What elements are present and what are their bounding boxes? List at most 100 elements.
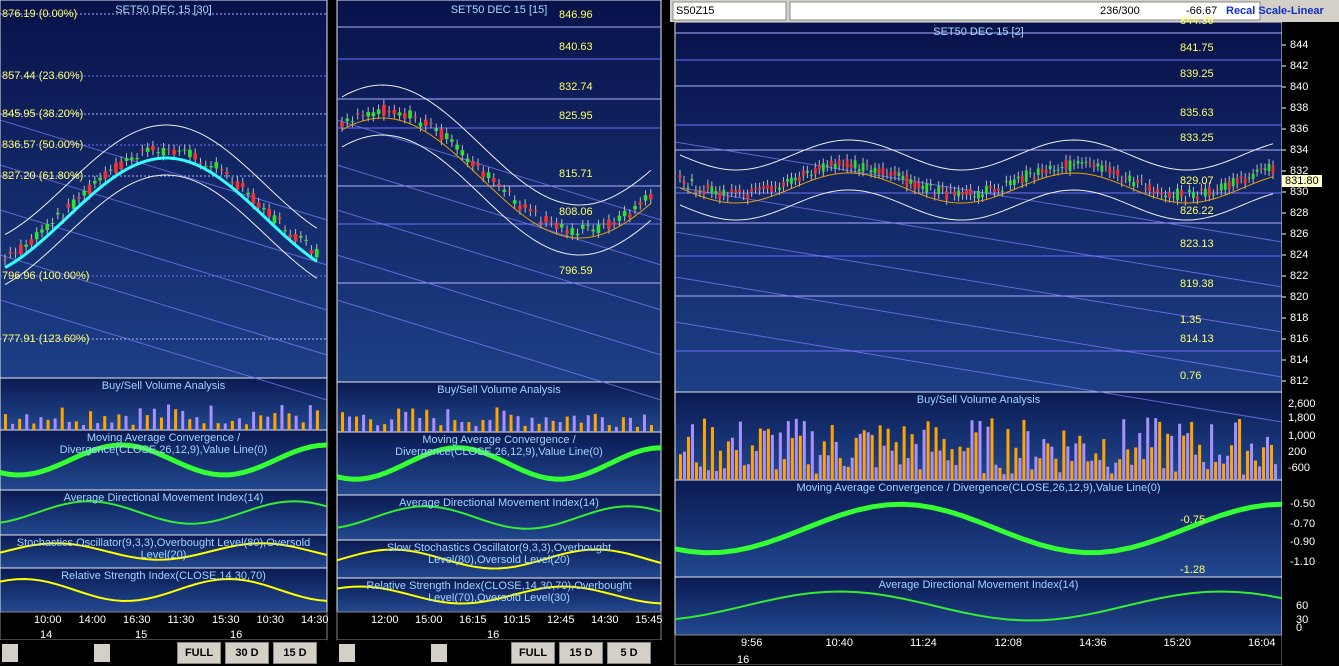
volume-bar xyxy=(1274,464,1278,480)
candle xyxy=(188,149,192,158)
volume-bar xyxy=(1154,418,1158,480)
timeframe-button[interactable]: FULL xyxy=(177,642,221,664)
volume-bar xyxy=(81,424,85,430)
volume-bar xyxy=(762,430,766,480)
candle xyxy=(706,184,710,189)
volume-bar xyxy=(998,467,1002,480)
candle xyxy=(953,191,957,196)
timeframe-button[interactable]: 30 D xyxy=(225,642,269,664)
volume-bar xyxy=(902,426,906,480)
candle xyxy=(512,200,517,204)
candle xyxy=(909,179,913,184)
symbol-select[interactable]: S50Z15 xyxy=(676,5,715,17)
macd-axis-label: -0.50 xyxy=(1290,498,1316,510)
candle xyxy=(798,176,801,182)
volume-bar xyxy=(730,437,734,480)
indicator-line xyxy=(336,585,662,605)
volume-bar xyxy=(922,429,926,480)
volume-bar xyxy=(237,418,241,430)
candle xyxy=(82,190,87,196)
level-label: 857.44 (23.60%) xyxy=(2,70,84,82)
candle xyxy=(77,197,81,199)
level-label: 815.71 xyxy=(559,168,593,180)
volume-bar xyxy=(1022,419,1026,480)
bar-counter: 236/300 xyxy=(1100,5,1140,17)
candle xyxy=(1100,165,1104,172)
volume-bar xyxy=(404,411,408,432)
timeframe-button[interactable]: 15 D xyxy=(559,642,603,664)
volume-bar xyxy=(1002,474,1006,480)
candle xyxy=(397,112,402,116)
price-tick-label: 824 xyxy=(1290,249,1309,261)
candle xyxy=(98,177,102,181)
level-label: 796.96 (100.00%) xyxy=(2,270,90,282)
volume-bar xyxy=(806,464,810,480)
volume-bar xyxy=(425,409,429,432)
time-label: 16:30 xyxy=(123,614,151,626)
volume-bar xyxy=(607,425,611,432)
candle xyxy=(114,162,118,173)
candle xyxy=(491,178,496,182)
candle xyxy=(766,184,769,189)
candle xyxy=(1120,180,1124,182)
time-label: 16:15 xyxy=(459,614,487,626)
candle xyxy=(1008,180,1012,186)
volume-bar xyxy=(910,434,914,480)
volume-bar xyxy=(383,424,387,432)
volume-bar xyxy=(1042,439,1046,480)
time-label: 16:04 xyxy=(1248,637,1276,649)
trend-line xyxy=(674,186,1283,288)
candle xyxy=(376,109,381,115)
candle xyxy=(1144,187,1148,189)
volume-bar xyxy=(1266,436,1270,480)
candle xyxy=(161,147,166,156)
volume-bar xyxy=(628,417,632,432)
timeframe-button[interactable]: 5 D xyxy=(607,642,651,664)
candle xyxy=(124,158,129,161)
level-label: 840.63 xyxy=(559,41,593,53)
candle xyxy=(235,181,240,190)
candle xyxy=(1140,179,1144,181)
volume-bar xyxy=(131,424,135,430)
candle xyxy=(929,184,933,186)
volume-bar xyxy=(946,460,950,480)
candle xyxy=(1239,176,1243,179)
candle xyxy=(648,194,653,200)
candle xyxy=(750,188,754,192)
candle xyxy=(140,149,145,151)
candle xyxy=(1012,179,1016,185)
candle xyxy=(1132,181,1136,187)
candle xyxy=(8,251,13,254)
candle xyxy=(1243,178,1247,184)
volume-axis-label: 1,000 xyxy=(1288,430,1316,442)
rescale-button[interactable]: Recal Scale-Linear xyxy=(1226,5,1324,17)
candle xyxy=(50,222,55,224)
candle xyxy=(240,182,245,188)
candle xyxy=(434,128,439,132)
candle xyxy=(829,160,833,167)
volume-bar xyxy=(96,423,100,430)
volume-bar xyxy=(110,422,114,430)
timeframe-button[interactable]: 15 D xyxy=(273,642,317,664)
time-label: 12:00 xyxy=(371,614,399,626)
volume-bar xyxy=(1098,460,1102,480)
date-label: 15 xyxy=(135,629,148,641)
price-tick-label: 820 xyxy=(1290,291,1309,303)
price-tick-label: 828 xyxy=(1290,207,1309,219)
volume-bar xyxy=(230,420,234,430)
volume-bar xyxy=(642,414,646,432)
indicator-title: Relative Strength Index(CLOSE,14,30,70) xyxy=(61,570,266,582)
level-label: 841.75 xyxy=(1180,42,1214,54)
bollinger-upper xyxy=(679,139,1274,171)
timeframe-button[interactable]: FULL xyxy=(511,642,555,664)
candle xyxy=(61,218,65,220)
volume-bar xyxy=(710,427,714,480)
trend-line xyxy=(674,231,1283,333)
candle xyxy=(471,161,475,167)
candle xyxy=(901,175,905,180)
candle xyxy=(869,170,873,173)
candle xyxy=(837,159,841,166)
candle xyxy=(1148,184,1152,192)
candle xyxy=(1068,160,1072,171)
